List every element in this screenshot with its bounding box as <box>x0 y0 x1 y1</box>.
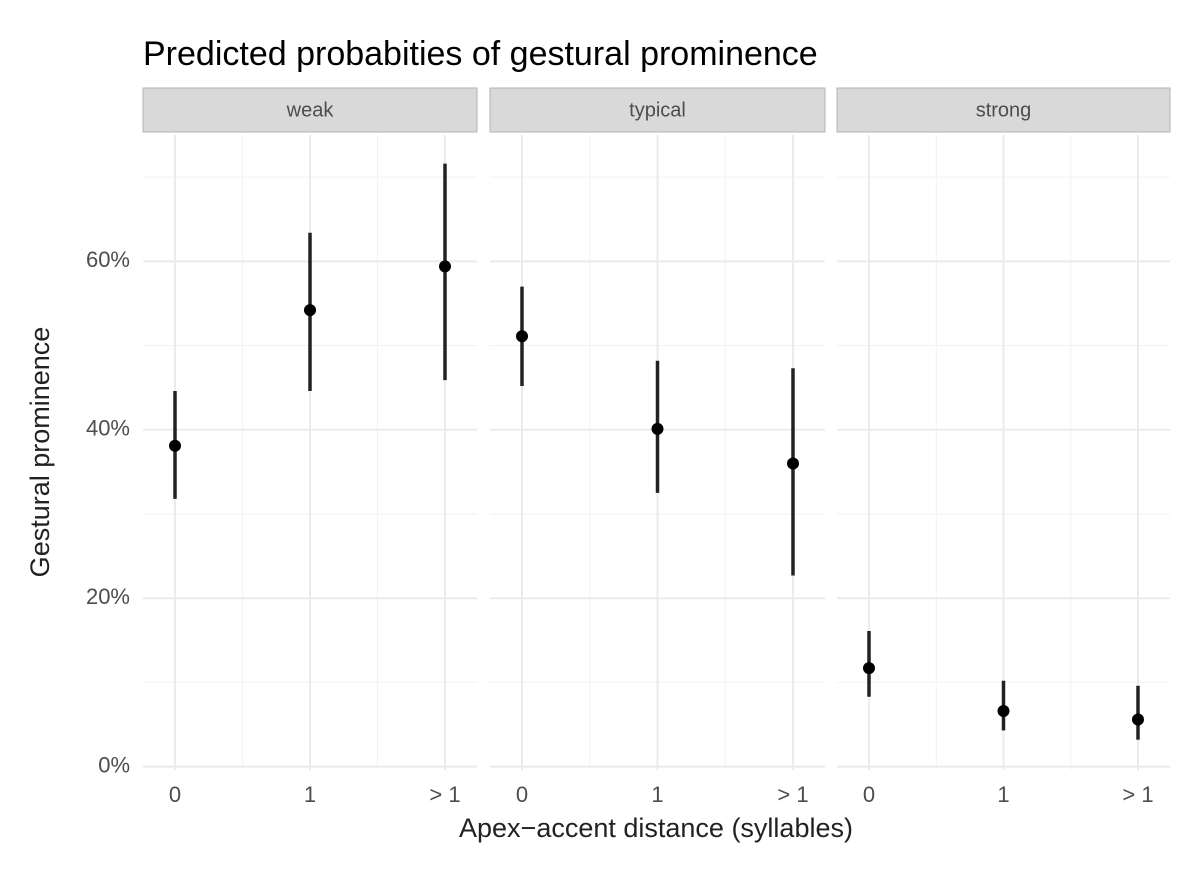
point <box>439 260 451 273</box>
facet-label: weak <box>286 99 335 121</box>
facet-strip <box>836 87 1171 133</box>
x-tick-label: 0 <box>169 782 181 807</box>
y-tick-label: 20% <box>86 584 130 609</box>
x-tick-label: 1 <box>304 782 316 807</box>
point <box>169 439 181 452</box>
point <box>516 330 528 343</box>
y-tick-label: 40% <box>86 416 130 441</box>
point <box>304 304 316 317</box>
x-axis-title: Apex−accent distance (syllables) <box>459 813 853 843</box>
point <box>863 662 875 675</box>
facet-strip <box>489 87 826 133</box>
x-tick-label: 0 <box>863 782 875 807</box>
point <box>1132 713 1144 726</box>
facet-label: typical <box>629 99 686 121</box>
point <box>787 457 799 470</box>
x-tick-label: > 1 <box>777 782 808 807</box>
x-tick-label: 1 <box>651 782 663 807</box>
facet-strip <box>142 87 478 133</box>
point <box>651 422 664 435</box>
chart-title: Predicted probabities of gestural promin… <box>143 35 818 73</box>
x-tick-label: > 1 <box>429 782 460 807</box>
x-tick-label: 0 <box>516 782 528 807</box>
point <box>997 705 1010 718</box>
y-tick-label: 60% <box>86 247 130 272</box>
facet-label: strong <box>976 99 1032 121</box>
y-axis-title: Gestural prominence <box>25 327 55 578</box>
x-tick-label: > 1 <box>1122 782 1153 807</box>
y-tick-label: 0% <box>98 752 130 777</box>
x-tick-label: 1 <box>997 782 1009 807</box>
